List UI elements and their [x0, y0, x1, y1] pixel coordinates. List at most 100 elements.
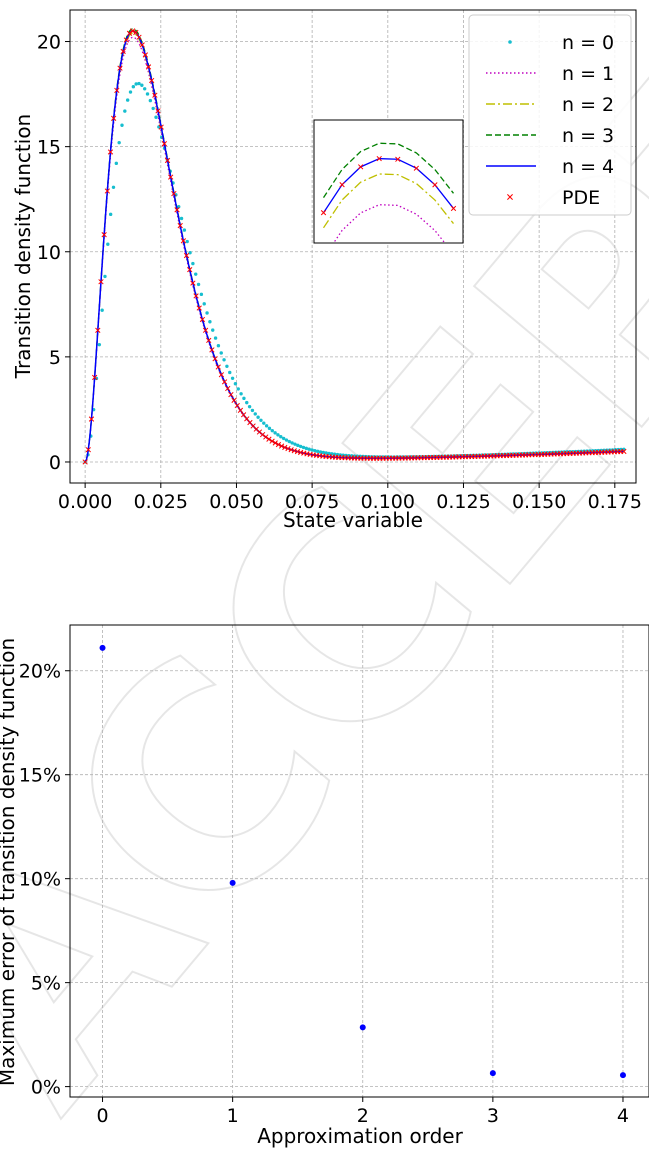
x-tick-label: 1	[227, 1105, 239, 1127]
data-point	[125, 98, 130, 102]
data-marker	[123, 37, 129, 43]
data-marker	[240, 412, 247, 418]
data-point	[196, 282, 201, 287]
density-chart-x-ticks: 0.000 0.025 0.050 0.075 0.100 0.125 0.150 0.175	[58, 483, 642, 513]
data-marker	[155, 108, 161, 114]
data-point	[100, 308, 104, 312]
data-marker	[212, 356, 218, 362]
data-marker	[269, 438, 275, 444]
y-tick-label: 5%	[31, 973, 61, 995]
data-marker	[101, 232, 107, 238]
data-point	[230, 376, 235, 380]
inset-marker	[450, 205, 457, 212]
y-tick-label: 0%	[31, 1077, 61, 1099]
data-point	[106, 242, 110, 246]
error-chart-frame	[69, 624, 649, 1098]
data-marker	[193, 293, 199, 299]
error-chart-y-axis-label: Maximum error of transition density func…	[0, 638, 19, 1086]
legend-label: n = 4	[562, 156, 614, 178]
data-point	[154, 115, 158, 119]
data-marker	[237, 407, 244, 413]
data-marker	[190, 280, 196, 286]
legend-label: n = 0	[562, 32, 614, 54]
data-point	[301, 445, 306, 450]
legend-label: n = 1	[562, 63, 614, 85]
data-point	[94, 376, 99, 381]
data-point	[318, 450, 323, 454]
data-marker	[263, 434, 269, 440]
y-tick-label: 5	[49, 347, 61, 369]
x-tick-label: 0.125	[436, 491, 490, 513]
data-point	[304, 446, 309, 451]
data-point	[151, 106, 155, 111]
data-marker	[95, 327, 101, 333]
inset-marker	[357, 164, 364, 170]
y-tick-label: 10	[37, 242, 61, 264]
data-point	[131, 85, 136, 89]
inset-line	[332, 204, 446, 243]
data-marker	[139, 42, 145, 48]
data-point	[267, 426, 272, 431]
data-point	[148, 98, 153, 103]
data-marker	[126, 30, 133, 36]
data-point	[140, 83, 144, 87]
error-chart-x-axis-label: Approximation order	[257, 1124, 463, 1148]
data-point	[315, 449, 320, 454]
data-point	[228, 370, 232, 375]
data-point	[191, 261, 195, 266]
data-marker	[218, 372, 225, 378]
data-point	[213, 336, 218, 340]
data-point	[250, 408, 255, 413]
error-chart-points	[99, 644, 626, 1079]
data-point	[290, 441, 294, 445]
data-marker	[168, 174, 174, 180]
data-point	[225, 364, 229, 369]
data-marker	[149, 77, 155, 84]
data-point	[229, 879, 236, 886]
data-point	[298, 444, 303, 449]
data-point	[233, 382, 238, 386]
inset-line	[322, 157, 455, 214]
data-marker	[161, 141, 168, 147]
data-point	[273, 431, 277, 435]
y-tick-label: 20%	[19, 661, 61, 683]
data-point	[293, 442, 297, 446]
data-marker	[199, 316, 206, 323]
data-marker	[117, 65, 123, 71]
legend-entry: n = 3	[486, 125, 614, 147]
x-tick-label: 0.050	[209, 491, 263, 513]
inset-marker	[395, 156, 401, 162]
inset-clip-group	[320, 142, 457, 243]
data-marker	[152, 92, 158, 98]
data-marker	[111, 115, 117, 121]
data-point	[97, 342, 102, 347]
data-marker	[206, 337, 212, 344]
data-marker	[278, 443, 285, 449]
density-chart-frame	[69, 9, 637, 484]
data-point	[324, 451, 328, 455]
x-tick-label: 0.075	[285, 491, 339, 513]
data-point	[262, 421, 266, 425]
data-marker	[291, 448, 297, 454]
error-chart-grid	[70, 625, 649, 1097]
legend-swatch	[507, 194, 513, 200]
density-chart: 0.000 0.025 0.050 0.075 0.100 0.125 0.150 0.175…	[11, 9, 642, 532]
legend-label: n = 3	[562, 125, 614, 147]
data-point	[284, 438, 289, 442]
legend-entry: n = 1	[486, 63, 614, 85]
data-point	[120, 123, 124, 127]
data-point	[276, 433, 280, 437]
y-tick-label: 15	[37, 137, 61, 159]
data-point	[202, 302, 206, 306]
y-tick-label: 0	[49, 452, 61, 474]
data-point	[310, 448, 314, 452]
data-marker	[259, 431, 266, 438]
density-chart-y-axis-label: Transition density function	[11, 114, 35, 379]
data-marker	[275, 441, 282, 448]
data-point	[281, 436, 286, 441]
legend-entry: n = 4	[486, 156, 614, 178]
data-marker	[91, 374, 98, 381]
data-marker	[621, 448, 627, 455]
legend-box	[468, 14, 632, 216]
y-tick-label: 10%	[19, 869, 61, 891]
